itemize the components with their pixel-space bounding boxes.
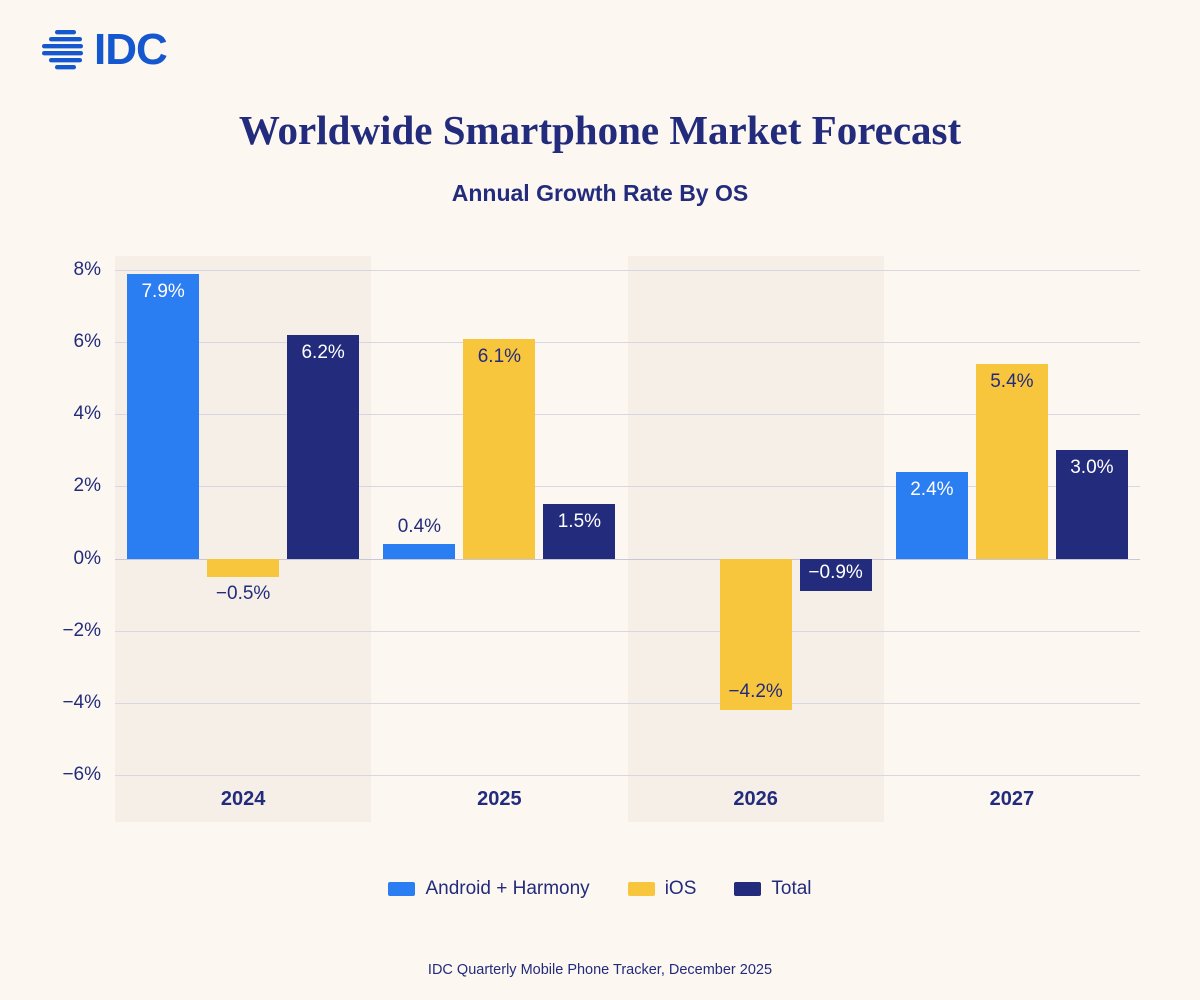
bar-2027-ios bbox=[975, 363, 1048, 559]
gridline-8 bbox=[115, 270, 1140, 271]
bar-value-label: 6.2% bbox=[301, 341, 345, 363]
bar-chart-plot-area: 8% 6% 4% 2% 0% −2% −4% −6% 7.9% 0.4% 2.4% −0.5% 6.1%… bbox=[62, 256, 1140, 822]
bar-2025-ios bbox=[463, 338, 536, 559]
idc-logo-text: IDC bbox=[94, 25, 168, 74]
legend-item-android-harmony: Android + Harmony bbox=[388, 878, 590, 900]
x-axis-label-2025: 2025 bbox=[477, 788, 522, 810]
bar-value-label: −4.2% bbox=[728, 681, 783, 703]
legend-item-total: Total bbox=[734, 878, 812, 900]
bar-2025-android-harmony bbox=[383, 544, 456, 559]
bar-value-label: 3.0% bbox=[1070, 457, 1114, 479]
legend-swatch-icon bbox=[627, 882, 655, 896]
x-axis-label-2026: 2026 bbox=[733, 788, 778, 810]
bar-2026-ios bbox=[719, 558, 792, 711]
bar-2024-ios bbox=[207, 558, 280, 577]
bar-value-label: 7.9% bbox=[141, 280, 185, 302]
bar-2024-total bbox=[287, 334, 360, 559]
gridline-2 bbox=[115, 486, 1140, 488]
bar-2024-android-harmony bbox=[127, 273, 200, 559]
legend-swatch-icon bbox=[734, 882, 762, 896]
legend-item-ios: iOS bbox=[627, 878, 697, 900]
category-band-2026 bbox=[627, 256, 884, 822]
bar-value-label: −0.5% bbox=[215, 582, 271, 604]
bar-2027-android-harmony bbox=[895, 472, 968, 559]
gridline--6 bbox=[115, 775, 1140, 776]
x-axis-label-2024: 2024 bbox=[220, 788, 266, 810]
x-axis-label-2027: 2027 bbox=[989, 788, 1035, 810]
gridline-4 bbox=[115, 414, 1140, 416]
legend-label: Total bbox=[771, 878, 812, 899]
bar-value-label: 2.4% bbox=[910, 479, 954, 500]
bar-value-label: 0.4% bbox=[397, 516, 442, 538]
y-tick-label: 2% bbox=[73, 475, 101, 497]
legend-label: iOS bbox=[664, 878, 697, 899]
chart-title: Worldwide Smartphone Market Forecast bbox=[238, 107, 962, 153]
y-tick-label: 6% bbox=[73, 331, 101, 353]
gridline--2 bbox=[115, 630, 1140, 632]
bar-value-label: 1.5% bbox=[557, 511, 602, 533]
y-tick-label: −4% bbox=[62, 691, 101, 713]
source-note: IDC Quarterly Mobile Phone Tracker, Dece… bbox=[427, 962, 773, 978]
y-tick-label: −6% bbox=[62, 764, 101, 785]
bar-2026-total bbox=[799, 558, 872, 592]
gridline--4 bbox=[115, 702, 1140, 704]
y-tick-label: 4% bbox=[73, 403, 101, 425]
chart-subtitle: Annual Growth Rate By OS bbox=[451, 180, 749, 206]
legend: Android + Harmony iOS Total bbox=[0, 878, 1200, 900]
y-tick-label: −2% bbox=[62, 619, 101, 641]
bar-2025-total bbox=[543, 504, 616, 559]
gridline-0 bbox=[115, 558, 1140, 560]
x-axis: 2024 2025 2026 2027 bbox=[115, 788, 1140, 811]
legend-label: Android + Harmony bbox=[425, 878, 590, 899]
y-tick-label: 8% bbox=[73, 259, 101, 280]
bar-value-label: 6.1% bbox=[477, 345, 522, 367]
gridline-6 bbox=[115, 342, 1140, 344]
legend-swatch-icon bbox=[388, 882, 416, 896]
idc-globe-icon bbox=[42, 30, 83, 70]
y-tick-label: 0% bbox=[73, 547, 101, 569]
idc-logo: IDC bbox=[40, 25, 168, 74]
bar-2027-total bbox=[1055, 450, 1128, 559]
bar-value-label: −0.9% bbox=[808, 562, 863, 584]
bar-value-label: 5.4% bbox=[990, 370, 1034, 392]
